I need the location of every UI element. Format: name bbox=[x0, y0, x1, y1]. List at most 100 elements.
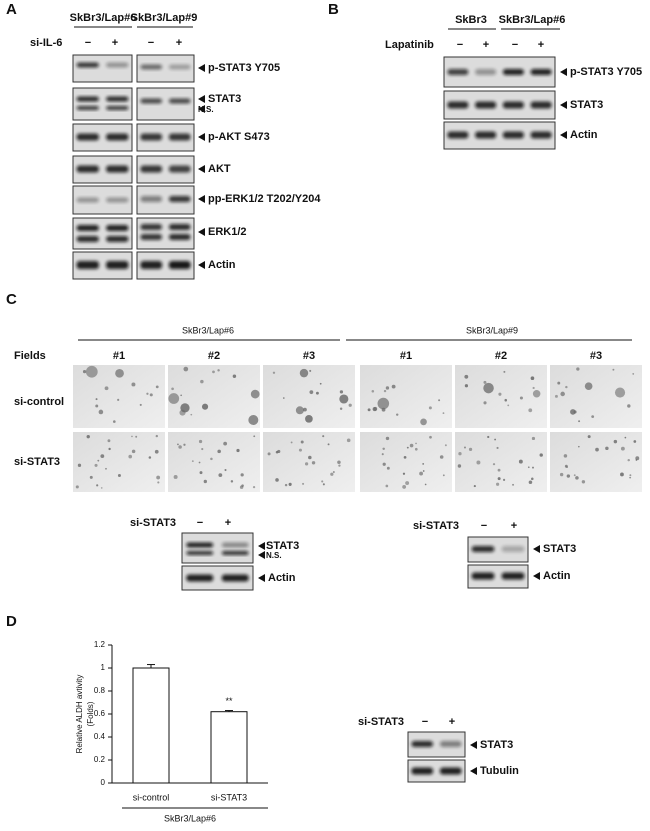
cell bbox=[494, 438, 497, 441]
cell bbox=[624, 436, 627, 439]
band bbox=[76, 62, 99, 68]
band bbox=[471, 546, 495, 552]
micrograph bbox=[263, 432, 355, 492]
band bbox=[76, 261, 99, 269]
band-label: AKT bbox=[208, 163, 231, 175]
cell bbox=[629, 476, 632, 479]
cell bbox=[337, 460, 341, 465]
band bbox=[411, 767, 434, 775]
cell bbox=[302, 482, 305, 485]
cell bbox=[531, 436, 536, 441]
cell bbox=[148, 456, 152, 459]
cell bbox=[595, 447, 599, 452]
band-label: p-STAT3 Y705 bbox=[208, 62, 280, 74]
band bbox=[106, 236, 129, 242]
cell bbox=[632, 373, 635, 375]
band-label: Actin bbox=[543, 570, 571, 582]
cell bbox=[591, 415, 595, 419]
cell bbox=[201, 403, 209, 410]
cell bbox=[154, 449, 159, 454]
cell bbox=[284, 483, 288, 487]
cell bbox=[309, 390, 314, 395]
band bbox=[140, 133, 163, 141]
cell bbox=[483, 401, 487, 405]
band bbox=[106, 165, 129, 173]
cell bbox=[348, 403, 352, 407]
band bbox=[447, 131, 469, 139]
cell bbox=[115, 368, 124, 378]
cell bbox=[442, 474, 445, 477]
cell bbox=[532, 386, 535, 390]
cell bbox=[191, 460, 194, 462]
cell bbox=[402, 472, 406, 475]
arrow bbox=[560, 101, 567, 109]
band bbox=[140, 261, 163, 269]
cell bbox=[424, 483, 427, 486]
cell bbox=[267, 452, 271, 456]
arrow bbox=[470, 767, 477, 775]
lane-sign: + bbox=[449, 716, 455, 728]
band bbox=[106, 133, 129, 141]
cell bbox=[507, 404, 510, 407]
band bbox=[76, 106, 99, 110]
band-label: STAT3 bbox=[570, 99, 603, 111]
cell bbox=[371, 390, 375, 393]
cell bbox=[315, 391, 319, 395]
arrow bbox=[560, 131, 567, 139]
band bbox=[221, 551, 249, 555]
cell bbox=[298, 448, 302, 452]
cell bbox=[463, 446, 466, 449]
cell bbox=[131, 449, 136, 454]
band bbox=[140, 165, 163, 173]
cell bbox=[180, 403, 190, 413]
cell bbox=[155, 385, 159, 389]
cell bbox=[97, 459, 100, 462]
micrograph bbox=[550, 365, 642, 428]
cell bbox=[139, 403, 142, 406]
band-label: Tubulin bbox=[480, 765, 519, 777]
band bbox=[447, 69, 469, 75]
cell bbox=[557, 381, 561, 385]
x-tick-label: si-control bbox=[133, 792, 170, 802]
band bbox=[140, 98, 163, 104]
cell bbox=[502, 478, 506, 481]
cell bbox=[620, 472, 624, 477]
panel-letter: D bbox=[6, 613, 17, 630]
band-label: STAT3 bbox=[266, 540, 299, 552]
cell bbox=[458, 452, 462, 456]
cell bbox=[98, 409, 104, 415]
cell bbox=[578, 445, 580, 448]
cell bbox=[89, 475, 93, 479]
band bbox=[530, 131, 552, 139]
cell bbox=[272, 371, 276, 374]
y-tick-label: 0.2 bbox=[94, 755, 106, 764]
band bbox=[502, 131, 524, 139]
cell bbox=[217, 449, 221, 454]
cell bbox=[403, 455, 407, 459]
band bbox=[76, 197, 99, 203]
lane-sign: − bbox=[422, 716, 428, 728]
band bbox=[168, 261, 191, 269]
band bbox=[168, 196, 191, 202]
cell bbox=[299, 368, 309, 378]
band-label: ERK1/2 bbox=[208, 226, 247, 238]
cell bbox=[532, 389, 541, 398]
arrow bbox=[198, 95, 205, 103]
cell bbox=[428, 406, 432, 410]
band-label: Actin bbox=[208, 259, 236, 271]
cell bbox=[218, 473, 223, 477]
cell bbox=[560, 391, 565, 397]
cell bbox=[303, 407, 307, 412]
cell bbox=[528, 480, 533, 484]
cell bbox=[381, 453, 384, 456]
band bbox=[475, 131, 497, 139]
cell bbox=[382, 462, 386, 466]
cell bbox=[367, 408, 371, 412]
cell bbox=[563, 454, 568, 458]
y-tick-label: 0.8 bbox=[94, 686, 106, 695]
cell bbox=[75, 485, 79, 489]
band bbox=[501, 546, 525, 552]
band bbox=[106, 96, 129, 102]
band bbox=[106, 62, 129, 68]
cell bbox=[308, 455, 312, 460]
